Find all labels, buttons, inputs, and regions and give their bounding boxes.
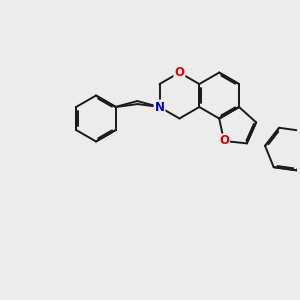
Text: O: O [174, 66, 184, 79]
Text: N: N [154, 100, 164, 113]
Text: O: O [219, 134, 229, 148]
